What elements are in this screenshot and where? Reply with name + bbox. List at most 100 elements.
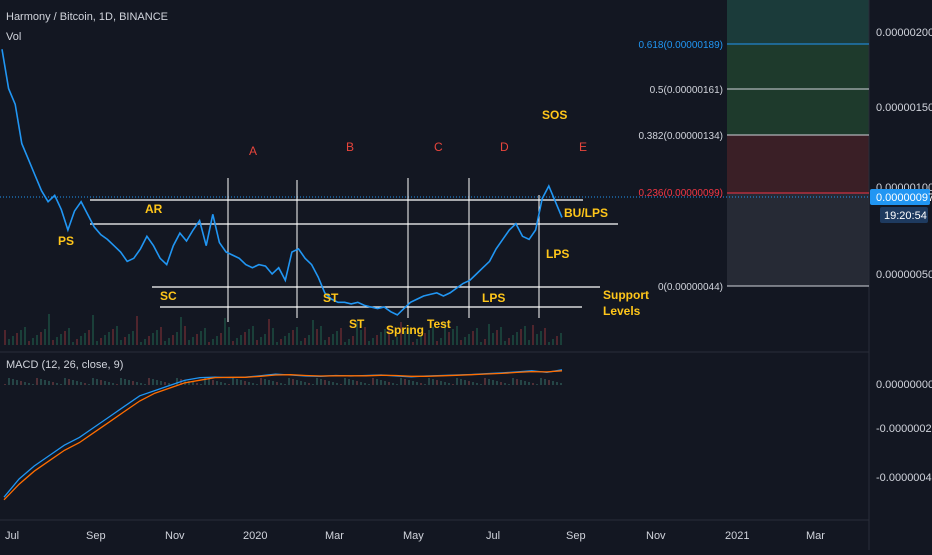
volume-bar bbox=[460, 340, 462, 345]
fib-label-05: 0.5(0.00000161) bbox=[650, 85, 723, 96]
volume-bar bbox=[244, 332, 246, 345]
volume-bar bbox=[160, 327, 162, 345]
volume-bar bbox=[408, 328, 410, 345]
macd-histogram-bar bbox=[284, 384, 286, 385]
time-tick-sep: Sep bbox=[86, 530, 106, 542]
macd-tick-000: 0.00000000 bbox=[876, 379, 932, 391]
macd-histogram-bar bbox=[288, 378, 290, 385]
volume-bar bbox=[8, 339, 10, 345]
macd-histogram-bar bbox=[396, 384, 398, 385]
macd-histogram-bar bbox=[304, 382, 306, 385]
macd-histogram-bar bbox=[492, 380, 494, 385]
time-tick-mar: Mar bbox=[325, 530, 344, 542]
macd-histogram-bar bbox=[236, 379, 238, 385]
volume-bar bbox=[220, 333, 222, 345]
volume-bar bbox=[228, 327, 230, 345]
volume-bar bbox=[48, 314, 50, 345]
volume-bar bbox=[28, 341, 30, 345]
macd-histogram-bar bbox=[216, 381, 218, 385]
volume-bar bbox=[88, 330, 90, 345]
macd-histogram-bar bbox=[300, 381, 302, 385]
wyckoff-label-ps: PS bbox=[58, 234, 74, 248]
volume-bar bbox=[376, 335, 378, 345]
macd-histogram-bar bbox=[52, 382, 54, 385]
macd-histogram-bar bbox=[324, 380, 326, 385]
price-tick-050: 0.00000050 bbox=[876, 269, 932, 281]
volume-bar bbox=[184, 326, 186, 345]
macd-histogram-bar bbox=[188, 381, 190, 385]
volume-bar bbox=[172, 335, 174, 345]
macd-indicator-label[interactable]: MACD (12, 26, close, 9) bbox=[6, 359, 124, 371]
macd-histogram-bar bbox=[24, 382, 26, 385]
macd-histogram-bar bbox=[280, 383, 282, 385]
volume-bar bbox=[496, 330, 498, 345]
macd-histogram-bar bbox=[404, 379, 406, 385]
volume-bar bbox=[404, 331, 406, 345]
chart-title[interactable]: Harmony / Bitcoin, 1D, BINANCE bbox=[6, 11, 168, 23]
time-tick-2020: 2020 bbox=[243, 530, 267, 542]
price-tick-200: 0.00000200 bbox=[876, 27, 932, 39]
volume-bar bbox=[152, 333, 154, 345]
macd-histogram-bar bbox=[332, 382, 334, 385]
fib-zone-top bbox=[727, 0, 869, 44]
macd-histogram-bar bbox=[88, 384, 90, 385]
macd-histogram-bar bbox=[360, 382, 362, 385]
volume-bar bbox=[548, 342, 550, 345]
price-tick-150: 0.00000150 bbox=[876, 102, 932, 114]
fib-zone-gray bbox=[727, 193, 869, 286]
volume-bar bbox=[284, 336, 286, 345]
fib-zone-red bbox=[727, 135, 869, 193]
volume-bar bbox=[72, 342, 74, 345]
macd-histogram-bar bbox=[80, 382, 82, 385]
volume-bar bbox=[36, 335, 38, 345]
volume-bar bbox=[176, 332, 178, 345]
macd-histogram-bar bbox=[68, 379, 70, 385]
macd-histogram-bar bbox=[356, 381, 358, 385]
fib-label-0382: 0.382(0.00000134) bbox=[638, 131, 723, 142]
macd-histogram-bar bbox=[20, 381, 22, 385]
volume-bar bbox=[532, 325, 534, 345]
volume-bar bbox=[212, 339, 214, 345]
volume-indicator-label[interactable]: Vol bbox=[6, 31, 22, 43]
volume-bar bbox=[556, 336, 558, 345]
macd-histogram-bar bbox=[472, 382, 474, 385]
volume-bar bbox=[456, 326, 458, 345]
macd-histogram-bar bbox=[124, 379, 126, 385]
volume-bar bbox=[400, 322, 402, 345]
macd-histogram-bar bbox=[36, 378, 38, 385]
macd-histogram-bar bbox=[516, 379, 518, 385]
macd-histogram-bar bbox=[504, 383, 506, 385]
volume-bar bbox=[76, 339, 78, 345]
volume-bar bbox=[536, 334, 538, 345]
macd-histogram-bar bbox=[352, 380, 354, 385]
time-tick-nov: Nov bbox=[165, 530, 185, 542]
volume-bar bbox=[484, 339, 486, 345]
macd-histogram-bar bbox=[528, 382, 530, 385]
macd-histogram-bar bbox=[60, 384, 62, 385]
macd-histogram-bar bbox=[156, 380, 158, 385]
volume-bar bbox=[364, 327, 366, 345]
volume-bar bbox=[508, 338, 510, 345]
macd-histogram-bar bbox=[40, 379, 42, 385]
volume-bar bbox=[264, 334, 266, 345]
volume-bar bbox=[316, 329, 318, 345]
macd-histogram-bar bbox=[100, 380, 102, 385]
volume-bar bbox=[356, 321, 358, 345]
macd-histogram-bar bbox=[4, 384, 6, 385]
volume-bar bbox=[112, 329, 114, 345]
last-price-value: 0.00000097 bbox=[876, 192, 932, 204]
volume-bar bbox=[276, 342, 278, 345]
volume-bar bbox=[204, 328, 206, 345]
volume-bar bbox=[68, 328, 70, 345]
volume-bar bbox=[416, 339, 418, 345]
macd-histogram-bar bbox=[264, 379, 266, 385]
volume-bar bbox=[192, 337, 194, 345]
macd-histogram-bar bbox=[400, 378, 402, 385]
time-tick-nov-2: Nov bbox=[646, 530, 666, 542]
wyckoff-label-spring: Spring bbox=[386, 323, 424, 337]
macd-histogram-bar bbox=[112, 383, 114, 385]
volume-bar bbox=[56, 337, 58, 345]
volume-bar bbox=[312, 320, 314, 345]
volume-bar bbox=[128, 334, 130, 345]
volume-bar bbox=[260, 337, 262, 345]
